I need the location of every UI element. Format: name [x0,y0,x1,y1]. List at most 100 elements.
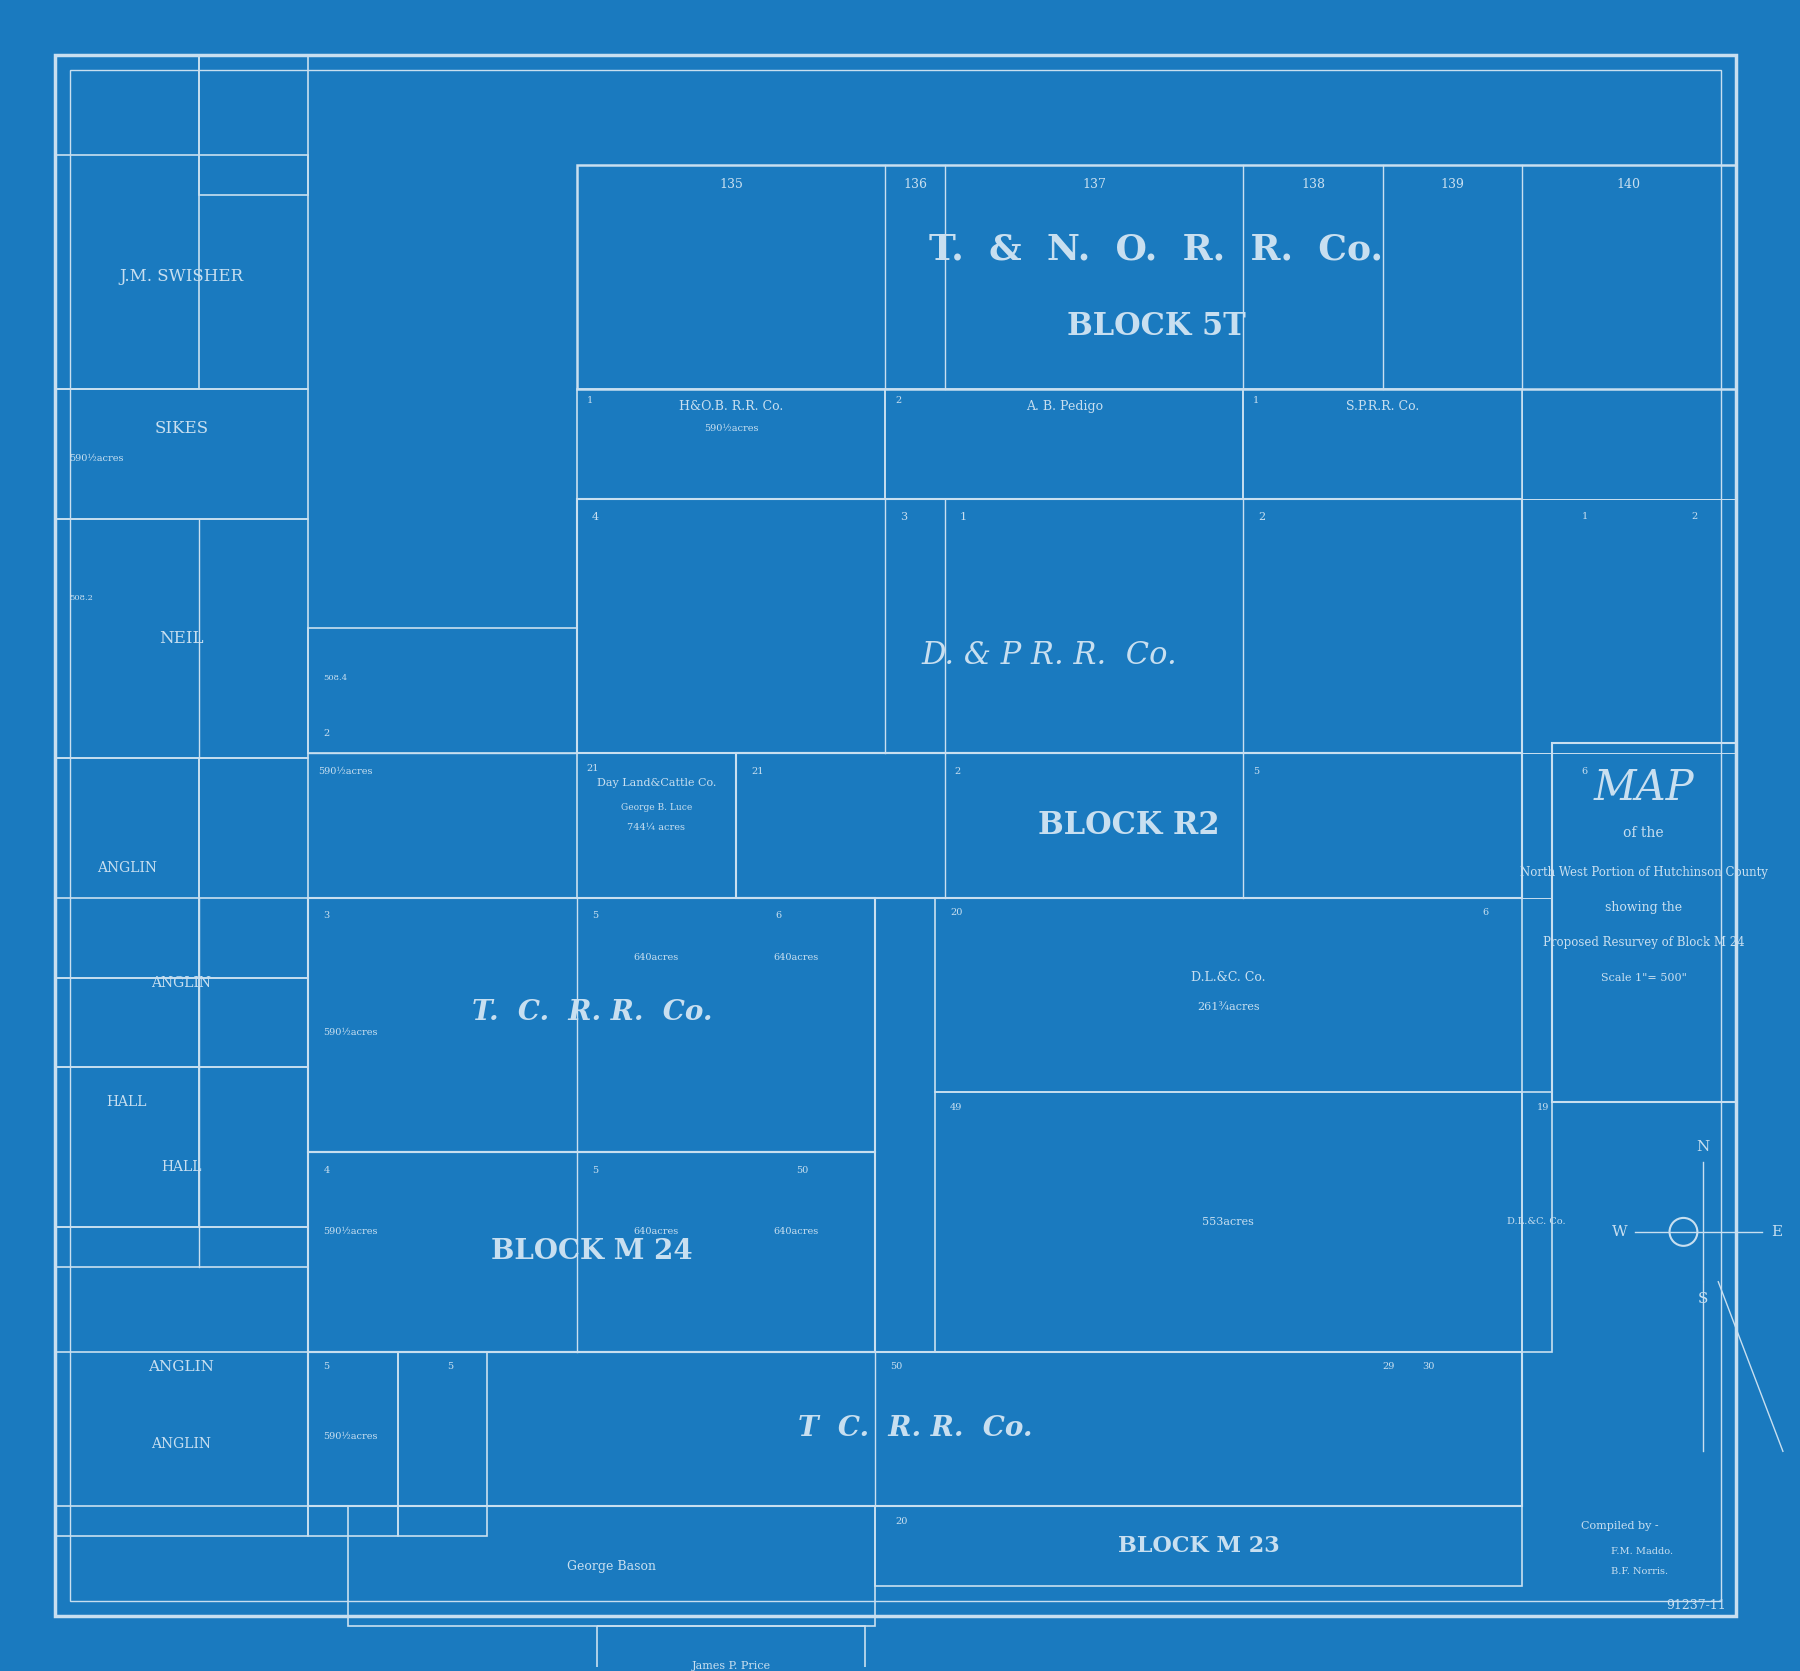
Text: J.M. SWISHER: J.M. SWISHER [119,269,243,286]
Text: D. & P R. R.  Co.: D. & P R. R. Co. [922,640,1177,672]
Bar [934,1093,1521,1352]
Text: 50: 50 [891,1362,902,1370]
Bar [54,1068,308,1267]
Text: 2: 2 [954,767,961,775]
Bar [576,389,886,498]
Text: 20: 20 [895,1517,907,1526]
Bar [200,978,308,1227]
Bar [54,1352,308,1536]
Bar [308,628,576,754]
Text: 590½acres: 590½acres [70,455,124,463]
Bar [200,55,308,194]
Bar [347,1506,875,1626]
Text: 744¼ acres: 744¼ acres [628,824,686,832]
Text: MAP: MAP [1593,767,1694,809]
Text: 20: 20 [950,907,963,917]
Text: HALL: HALL [106,1095,148,1110]
Text: 140: 140 [1616,179,1642,190]
Text: 6: 6 [1582,767,1588,775]
Bar [54,518,308,759]
Bar [598,1626,866,1671]
Text: 5: 5 [448,1362,454,1370]
Text: 590½acres: 590½acres [704,424,758,433]
Bar [886,389,1244,498]
Text: of the: of the [1624,825,1663,841]
Text: showing the: showing the [1606,901,1683,914]
Text: 30: 30 [1422,1362,1435,1370]
Text: 50: 50 [796,1166,808,1175]
Bar [398,1352,488,1536]
Text: 139: 139 [1440,179,1463,190]
Bar [576,498,1521,754]
Bar [54,897,308,1068]
Bar [308,1352,1521,1506]
Text: 137: 137 [1082,179,1105,190]
Text: 508.4: 508.4 [324,675,347,682]
Text: North West Portion of Hutchinson County: North West Portion of Hutchinson County [1519,866,1768,879]
Text: A. B. Pedigo: A. B. Pedigo [1026,401,1103,413]
Text: 91237-11: 91237-11 [1667,1599,1726,1613]
Text: BLOCK M 24: BLOCK M 24 [491,1238,693,1265]
Text: 5: 5 [592,911,598,921]
Text: 21: 21 [751,767,763,775]
Bar [1552,744,1735,1103]
Text: HALL: HALL [162,1160,202,1175]
Text: 590½acres: 590½acres [324,1432,378,1440]
Text: ANGLIN: ANGLIN [151,1437,212,1450]
Bar [934,897,1521,1093]
Text: 261¾acres: 261¾acres [1197,1003,1260,1013]
Text: ANGLIN: ANGLIN [151,976,212,989]
Text: S.P.R.R. Co.: S.P.R.R. Co. [1346,401,1418,413]
Text: 2: 2 [1258,511,1265,521]
Text: 29: 29 [1382,1362,1395,1370]
Text: 2: 2 [895,396,902,406]
Text: 640acres: 640acres [634,952,679,962]
Text: 3: 3 [324,911,329,921]
Text: 49: 49 [950,1103,963,1111]
Text: 2: 2 [324,729,329,737]
Text: D.L.&C. Co.: D.L.&C. Co. [1192,971,1265,984]
Text: 640acres: 640acres [772,1228,819,1237]
Text: E: E [1771,1225,1782,1238]
Bar [308,897,875,1151]
Text: BLOCK M 23: BLOCK M 23 [1118,1536,1280,1557]
Text: 6: 6 [776,911,781,921]
Bar [54,978,200,1227]
Text: 5: 5 [592,1166,598,1175]
Text: 2: 2 [1690,513,1697,521]
Text: 640acres: 640acres [772,952,819,962]
Text: Proposed Resurvey of Block M 24: Proposed Resurvey of Block M 24 [1543,936,1744,949]
Text: BLOCK 5T: BLOCK 5T [1067,311,1246,341]
Text: Scale 1"= 500": Scale 1"= 500" [1600,973,1687,983]
Bar [736,754,1521,897]
Bar [576,164,1735,389]
Text: 640acres: 640acres [634,1228,679,1237]
Bar [308,1352,398,1536]
Text: George B. Luce: George B. Luce [621,804,691,812]
Bar [576,754,736,897]
Bar [54,1227,308,1506]
Text: NEIL: NEIL [158,630,203,647]
Bar [308,1151,875,1352]
Bar [1244,389,1521,498]
Text: 5: 5 [324,1362,329,1370]
Text: ANGLIN: ANGLIN [149,1360,214,1374]
Text: James P. Price: James P. Price [691,1661,770,1671]
Text: D.L.&C. Co.: D.L.&C. Co. [1507,1218,1566,1227]
Text: BLOCK R2: BLOCK R2 [1039,810,1220,841]
Text: Day Land&Cattle Co.: Day Land&Cattle Co. [598,779,716,789]
Text: ANGLIN: ANGLIN [97,861,157,876]
Bar [875,1506,1521,1586]
Text: 21: 21 [587,764,599,772]
Text: N: N [1697,1140,1710,1155]
Text: SIKES: SIKES [155,421,209,438]
Text: B.F. Norris.: B.F. Norris. [1611,1566,1669,1576]
Text: T.  C.  R. R.  Co.: T. C. R. R. Co. [472,999,713,1026]
Text: 1: 1 [959,511,967,521]
Text: 135: 135 [720,179,743,190]
Text: 19: 19 [1537,1103,1550,1111]
Text: 590½acres: 590½acres [324,1028,378,1038]
Text: 590½acres: 590½acres [319,767,373,775]
Text: 4: 4 [324,1166,329,1175]
Text: 136: 136 [904,179,927,190]
